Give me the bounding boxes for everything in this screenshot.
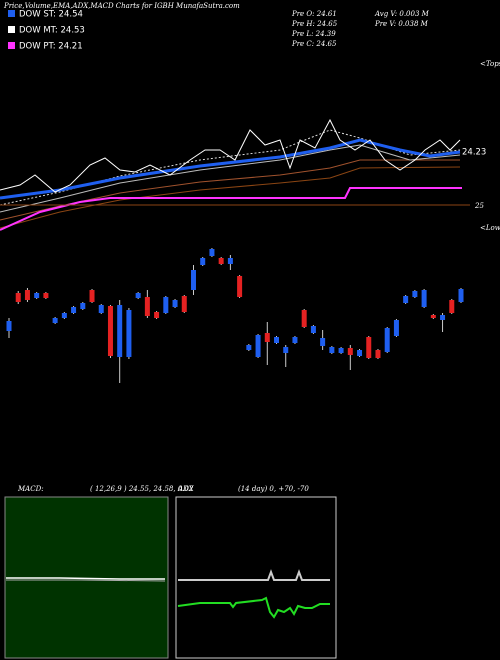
candle-body <box>218 258 224 264</box>
candle-body <box>430 315 436 318</box>
candle-body <box>163 297 169 313</box>
candle-body <box>71 307 77 313</box>
candle-body <box>320 338 326 346</box>
candle-body <box>338 348 344 353</box>
candle-body <box>98 305 104 313</box>
candle-body <box>283 347 289 353</box>
candle-body <box>329 347 335 353</box>
candle-body <box>255 335 261 357</box>
candle-body <box>190 270 196 290</box>
candle-body <box>393 320 399 336</box>
ema-magenta <box>0 187 462 231</box>
candle-body <box>227 258 233 264</box>
legend-swatch <box>8 42 15 49</box>
last-label: 24.23 <box>462 148 486 158</box>
candle-body <box>375 350 381 358</box>
volume-label: Pre V: 0.038 M <box>374 20 429 28</box>
ema-grey <box>0 144 461 213</box>
macd-params: ( 12,26,9 ) 24.55, 24.58, 0.02 <box>90 485 194 493</box>
candle-body <box>89 290 95 302</box>
price-line <box>0 118 461 193</box>
candle-body <box>135 293 141 298</box>
candle-body <box>237 276 243 297</box>
candle-body <box>126 310 132 357</box>
candle-body <box>181 296 187 312</box>
candle-body <box>172 300 178 307</box>
candle-body <box>43 293 49 298</box>
candle-body <box>144 297 150 316</box>
volume-label: Avg V: 0.003 M <box>374 10 430 18</box>
candle-body <box>347 348 353 355</box>
legend-swatch <box>8 10 15 17</box>
candle-body <box>357 350 363 356</box>
level-label: 25 <box>474 202 484 210</box>
tops-label: <Tops <box>480 60 500 68</box>
adx-line <box>178 569 330 581</box>
lows-label: <Lows <box>480 224 500 232</box>
candle-body <box>366 337 372 358</box>
adx-plus <box>177 596 330 619</box>
legend-label: DOW ST: 24.54 <box>19 10 83 20</box>
candle-body <box>24 290 30 300</box>
info-label: Pre L: 24.39 <box>291 30 336 38</box>
info-label: Pre C: 24.65 <box>291 40 337 48</box>
candle-body <box>107 306 113 356</box>
info-label: Pre O: 24.61 <box>291 10 337 18</box>
candle-body <box>264 333 270 342</box>
ema-brown <box>0 166 461 229</box>
macd-line <box>6 577 165 580</box>
candle-body <box>310 326 316 333</box>
candle-body <box>384 328 390 352</box>
adx-params: (14 day) 0, +70, -70 <box>238 485 309 493</box>
candle-body <box>274 337 280 343</box>
ema-blue <box>0 138 461 200</box>
candle-body <box>154 312 160 318</box>
candle-body <box>117 305 123 357</box>
candle-body <box>440 315 446 320</box>
candle-body <box>301 310 307 327</box>
candle-body <box>6 321 12 331</box>
candle-body <box>246 345 252 350</box>
legend-swatch <box>8 26 15 33</box>
candle-body <box>52 318 58 323</box>
candle-body <box>458 289 464 302</box>
chart-title: Price,Volume,EMA,ADX,MACD Charts for IGB… <box>3 2 240 10</box>
legend-label: DOW MT: 24.53 <box>19 26 85 36</box>
adx-label: ADX <box>177 485 195 493</box>
macd-label: MACD: <box>17 485 44 493</box>
candles <box>6 248 464 383</box>
candle-body <box>200 258 206 265</box>
candle-body <box>15 293 21 302</box>
candle-body <box>80 303 86 309</box>
candle-body <box>61 313 67 318</box>
info-label: Pre H: 24.65 <box>291 20 338 28</box>
ema-lines <box>0 118 470 231</box>
candle-body <box>412 291 418 297</box>
legend-label: DOW PT: 24.21 <box>19 42 83 52</box>
candle-body <box>449 300 455 313</box>
candle-body <box>34 293 40 298</box>
candle-body <box>292 337 298 343</box>
candle-body <box>421 290 427 307</box>
candle-body <box>209 249 215 256</box>
candle-body <box>403 296 409 303</box>
adx-panel <box>175 496 337 659</box>
macd-signal <box>6 579 166 582</box>
